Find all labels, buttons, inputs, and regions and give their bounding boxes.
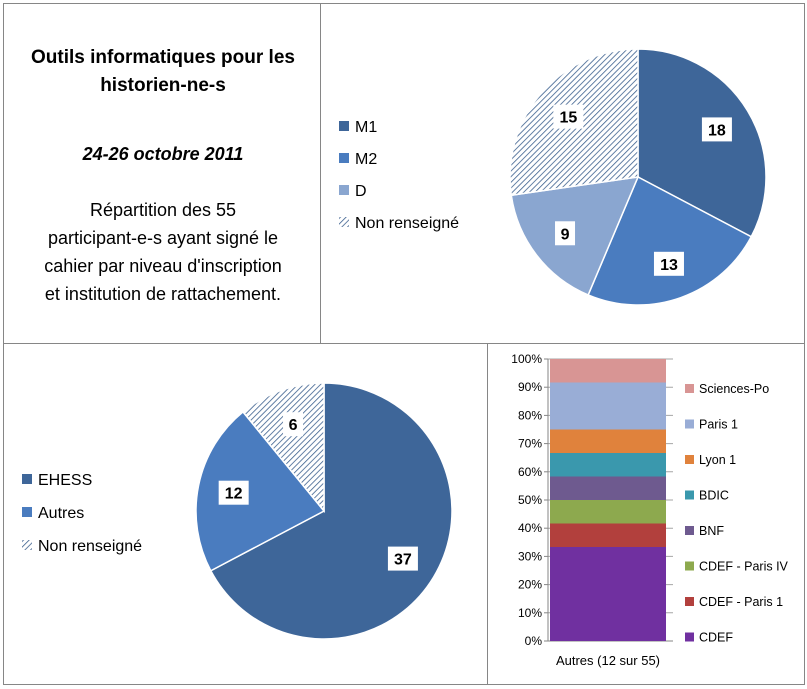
pie1-data-label-non-renseigne: 15 [559,110,577,127]
bar-segment-sciences-po [550,359,666,383]
bar-y-tick-label: 30% [518,549,542,563]
stacked-bar-chart-panel: 0% 10% 20% 30% 40% 50% 60% 70% 80% 90% 100% Autres … [487,343,805,685]
pie2-data-label-bg-ehess [387,546,418,571]
info-title-line2: historien-ne-s [100,75,226,96]
bar-legend-label-cdef-paris-iv: CDEF - Paris IV [699,560,789,574]
bar-legend-swatch-lyon-1 [685,455,694,464]
pie1-data-label-m2: 13 [660,257,678,274]
pie1-data-label-bg-d [555,221,576,246]
pie2-slice-non-renseigne [241,382,325,514]
bar-legend-swatch-bdic [685,490,694,500]
info-desc-line2: participant-e-s ayant signé le [47,228,279,248]
pie1-slice-m1 [637,48,767,238]
info-panel: Outils informatiques pour les historien-… [3,3,321,344]
bar-legend-swatch-sciences-po [685,384,694,393]
pie2-data-label-autres: 12 [225,486,243,503]
bar-legend-label-cdef: CDEF [699,631,733,645]
pie1-data-label-bg-m1 [701,117,732,142]
pie1-legend-swatch-non-renseigne [339,217,349,227]
pie1-legend-swatch-d [339,185,349,195]
bar-legend-swatch-cdef [685,632,694,642]
pie2-data-label-non-renseigne: 6 [289,417,298,434]
pie-chart-level-legend: M1 M2 D Non renseigné [339,119,459,232]
bar-segment-paris-1 [550,382,666,430]
pie-chart-level-slices [509,48,767,306]
info-desc-line3: cahier par niveau d'inscription [44,256,282,276]
bar-chart-segments [550,359,666,641]
bar-y-tick-label: 50% [518,493,542,507]
bar-legend-label-cdef-paris-1: CDEF - Paris 1 [699,595,783,609]
stacked-bar-chart: 0% 10% 20% 30% 40% 50% 60% 70% 80% 90% 100% Autres … [511,352,789,668]
bar-y-tick-label: 40% [518,521,542,535]
pie1-legend-label-m2: M2 [355,151,377,168]
pie2-legend-swatch-ehess [22,474,32,484]
pie2-legend-label-non-renseigne: Non renseigné [38,538,142,555]
info-desc-line1: Répartition des 55 [89,200,237,220]
bar-y-tick-label: 70% [518,437,542,451]
pie-chart-level: M1 M2 D Non renseigné 18 13 9 15 [339,48,767,306]
pie2-data-label-ehess: 37 [394,552,412,569]
pie1-legend-swatch-m2 [339,153,349,163]
info-date: 24-26 octobre 2011 [82,144,244,164]
pie1-legend-swatch-m1 [339,121,349,131]
bar-legend-label-bdic: BDIC [699,489,729,503]
bar-legend-label-lyon-1: Lyon 1 [699,453,736,467]
bar-legend-swatch-bnf [685,526,694,535]
bar-segment-bnf [550,476,666,500]
pie2-slice-ehess [209,382,453,640]
pie-chart-institution-legend: EHESS Autres Non renseigné [22,472,142,555]
info-desc-line4: et institution de rattachement. [44,284,282,304]
bar-legend-swatch-cdef-paris-iv [685,561,694,571]
bar-segment-cdef [550,547,666,641]
pie1-data-label-bg-non-renseigne [553,104,584,129]
bar-y-tick-label: 10% [518,606,542,620]
pie-chart-institution-panel: EHESS Autres Non renseigné 37 12 6 [3,343,488,685]
pie-chart-level-panel: M1 M2 D Non renseigné 18 13 9 15 [320,3,805,344]
pie-chart-institution-slices [195,382,453,640]
bar-segment-cdef-paris-1 [550,523,666,547]
info-title: Outils informatiques pour les historien-… [4,44,322,100]
info-title-line1: Outils informatiques pour les [31,47,295,68]
bar-segment-bdic [550,453,666,477]
pie1-legend-label-d: D [355,183,367,200]
pie-chart-institution-labels: 37 12 6 [218,412,418,571]
pie1-slice-m2 [587,175,753,306]
bar-y-tick-label: 0% [525,634,543,648]
bar-y-tick-label: 60% [518,465,542,479]
bar-legend-label-bnf: BNF [699,524,724,538]
bar-chart-legend: Sciences-Po Paris 1 Lyon 1 BDIC BNF CDEF - Pa… [685,382,789,645]
pie1-data-label-m1: 18 [708,122,726,139]
bar-legend-label-paris-1: Paris 1 [699,418,738,432]
pie-chart-level-labels: 18 13 9 15 [553,104,732,276]
pie2-legend-swatch-non-renseigne [22,540,32,550]
bar-x-category-label: Autres (12 sur 55) [556,653,660,668]
bar-y-tick-label: 80% [518,408,542,422]
pie1-legend-label-non-renseigne: Non renseigné [355,215,459,232]
bar-segment-lyon-1 [550,429,666,453]
pie2-legend-swatch-autres [22,507,32,517]
pie2-legend-label-ehess: EHESS [38,472,92,489]
pie1-data-label-bg-m2 [653,251,684,276]
bar-y-tick-label: 90% [518,380,542,394]
info-description: Répartition des 55 participant-e-s ayant… [4,196,322,308]
bar-legend-swatch-cdef-paris-1 [685,597,694,606]
pie1-data-label-d: 9 [561,226,570,243]
bar-segment-cdef-paris-iv [550,500,666,524]
pie2-slice-autres [195,410,326,572]
bar-y-tick-label: 100% [511,352,542,366]
pie2-legend-label-autres: Autres [38,505,84,522]
bar-legend-label-sciences-po: Sciences-Po [699,382,769,396]
pie2-data-label-bg-autres [218,480,249,505]
pie2-data-label-bg-non-renseigne [283,412,304,437]
bar-y-tick-label: 20% [518,578,542,592]
pie1-legend-label-m1: M1 [355,119,377,136]
pie-chart-institution: EHESS Autres Non renseigné 37 12 6 [22,382,453,640]
bar-legend-swatch-paris-1 [685,419,694,429]
